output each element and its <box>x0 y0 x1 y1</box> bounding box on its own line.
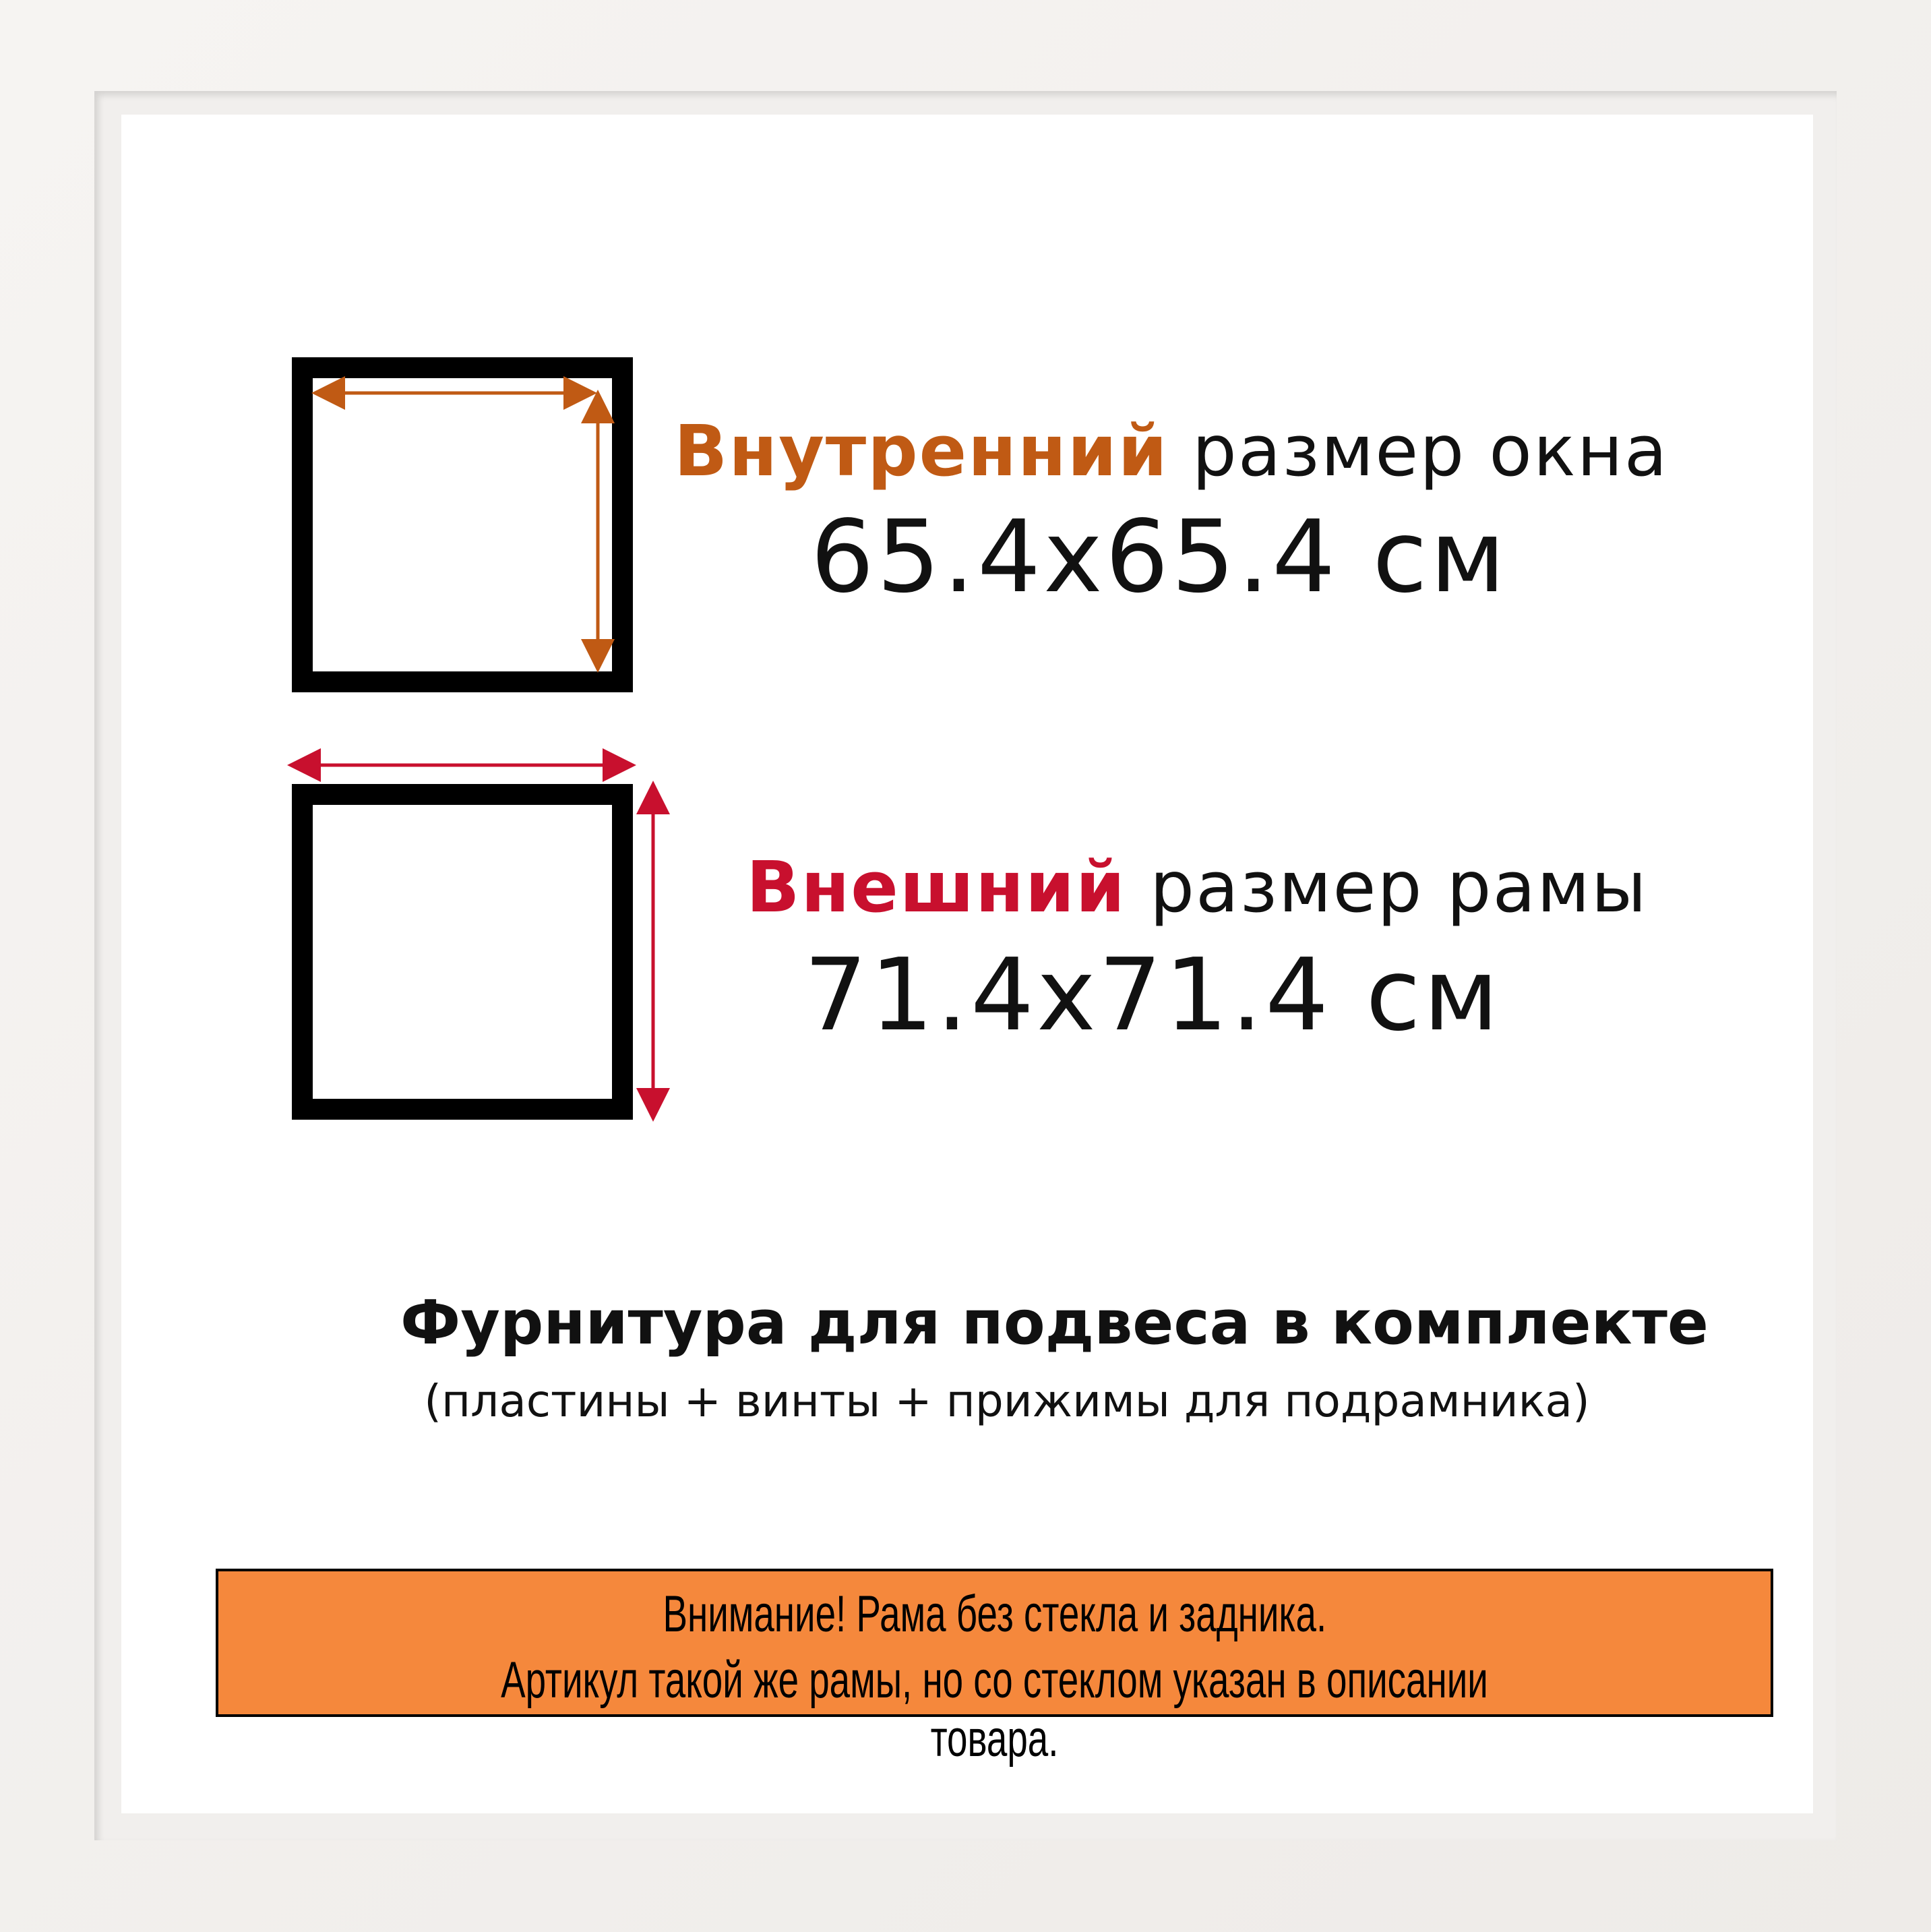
notice-banner: Внимание! Рама без стекла и задника. Арт… <box>216 1569 1773 1768</box>
inner-size-label: Внутренний размер окна <box>674 410 1667 492</box>
outer-size-value: 71.4x71.4 см <box>803 937 1502 1053</box>
outer-size-square-icon <box>292 784 633 1120</box>
hardware-title: Фурнитура для подвеса в комплекте <box>400 1288 1709 1358</box>
hardware-subtitle: (пластины + винты + прижимы для подрамни… <box>424 1375 1590 1427</box>
inner-size-value: 65.4x65.4 см <box>810 499 1508 615</box>
notice-line-2: Артикул такой же рамы, но со стеклом ука… <box>501 1652 1488 1768</box>
outer-size-rest: размер рамы <box>1126 846 1648 928</box>
inner-size-rest: размер окна <box>1168 410 1669 492</box>
inner-size-highlight: Внутренний <box>674 410 1169 492</box>
notice-line-1: Внимание! Рама без стекла и задника. <box>663 1586 1326 1643</box>
inner-size-square-icon <box>292 357 633 692</box>
outer-size-highlight: Внешний <box>746 846 1126 928</box>
outer-size-label: Внешний размер рамы <box>712 846 1682 928</box>
